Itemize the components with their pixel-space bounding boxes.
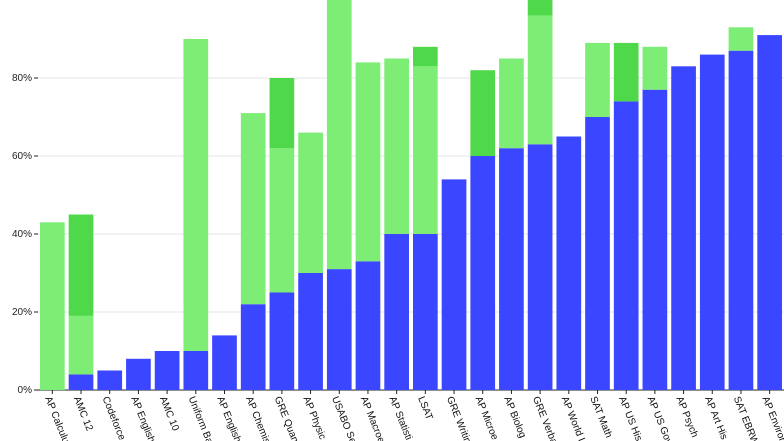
bar-segment — [270, 78, 295, 148]
x-tick-label: AMC 12 — [71, 395, 95, 433]
bar-segment — [241, 304, 266, 390]
bar-segment — [556, 137, 581, 391]
x-tick-label: AP Chemis — [243, 395, 272, 441]
bar-segment — [442, 179, 467, 390]
x-tick-label: AP Calculu — [42, 395, 71, 441]
bar-segment — [212, 335, 237, 390]
x-tick-label: LSAT — [415, 395, 434, 422]
bar-segment — [413, 66, 438, 234]
bar-segment — [413, 47, 438, 67]
bar-segment — [40, 222, 65, 390]
x-tick-label: AP World I — [559, 395, 587, 441]
bar-segment — [700, 55, 725, 390]
bar-segment — [69, 374, 94, 390]
x-tick-label: AP English — [128, 395, 156, 441]
x-tick-label: AP Microe — [473, 395, 501, 441]
bar-segment — [528, 144, 553, 390]
x-tick-label: AP US Gov — [645, 395, 674, 441]
bar-segment — [384, 234, 409, 390]
x-tick-label: AP Enviror — [760, 395, 784, 441]
bar-segment — [614, 101, 639, 390]
y-tick-label: 80% — [12, 73, 32, 84]
bar-segment — [327, 0, 352, 269]
bar-segment — [384, 59, 409, 235]
bar-segment — [528, 0, 553, 16]
x-tick-label: AP Biolog — [501, 395, 528, 440]
x-tick-label: GRE Writin — [444, 395, 473, 441]
bar-segment — [499, 148, 524, 390]
bar-segment — [327, 269, 352, 390]
x-tick-label: AP Art His — [702, 395, 729, 441]
x-tick-label: AP Physic — [300, 395, 327, 441]
bar-segment — [643, 47, 668, 90]
bar-segment — [356, 62, 381, 261]
bar-segment — [241, 113, 266, 304]
bar-segment — [155, 351, 180, 390]
bar-segment — [470, 156, 495, 390]
bar-segment — [757, 35, 782, 390]
bar-segment — [183, 351, 208, 390]
x-tick-label: AP English — [214, 395, 242, 441]
x-tick-label: AP Macroe — [358, 395, 387, 441]
bar-segment — [356, 261, 381, 390]
bar-segment — [729, 51, 754, 390]
bar-segment — [69, 215, 94, 316]
y-tick-label: 60% — [12, 151, 32, 162]
bar-segment — [298, 133, 323, 273]
bar-segment — [528, 16, 553, 145]
bar-segment — [270, 148, 295, 292]
bar-segment — [729, 27, 754, 50]
x-tick-label: Uniform Ba — [186, 395, 215, 441]
bar-segment — [643, 90, 668, 390]
bar-segment — [585, 43, 610, 117]
x-tick-label: GRE Quan — [272, 395, 301, 441]
x-tick-label: AP US His — [616, 395, 644, 441]
y-tick-label: 20% — [12, 307, 32, 318]
x-tick-label: SAT Math — [587, 395, 614, 439]
y-tick-label: 0% — [18, 385, 33, 396]
x-tick-label: AMC 10 — [157, 395, 181, 433]
bar-segment — [183, 39, 208, 351]
bar-segment — [470, 70, 495, 156]
bar-segment — [614, 43, 639, 102]
x-tick-label: AP Statisti — [387, 395, 414, 441]
x-tick-label: AP Psych — [673, 395, 699, 439]
x-tick-label: SAT EBRW — [731, 395, 761, 441]
bar-segment — [671, 66, 696, 390]
bar-segment — [97, 371, 122, 391]
bar-segment — [585, 117, 610, 390]
x-tick-label: GRE Verba — [530, 395, 559, 441]
x-tick-label: Codeforce — [100, 395, 128, 441]
bars — [40, 0, 782, 390]
y-axis: 0% 20% 40% 60% 80% — [12, 73, 38, 396]
bar-segment — [69, 316, 94, 375]
y-tick-label: 40% — [12, 229, 32, 240]
x-tick-label: USABO Se — [329, 395, 358, 441]
bar-segment — [499, 59, 524, 149]
bar-segment — [413, 234, 438, 390]
bar-segment — [298, 273, 323, 390]
bar-segment — [126, 359, 151, 390]
bar-segment — [270, 293, 295, 391]
x-axis: AP Calculu AMC 12 Codeforce AP English AMC 1… — [42, 390, 784, 441]
